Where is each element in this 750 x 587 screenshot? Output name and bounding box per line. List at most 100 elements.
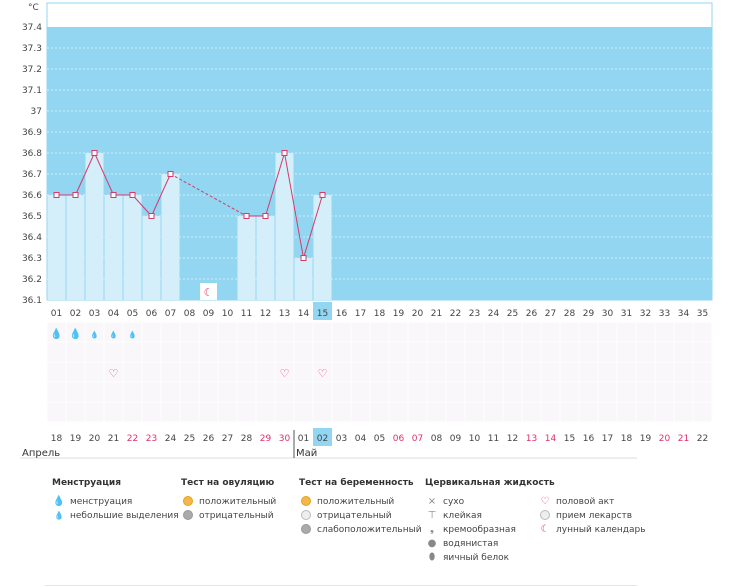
data-point [262,213,269,219]
temperature-bar [237,216,256,300]
line-segment [303,194,323,259]
egg-white-icon: ⬮ [428,552,436,563]
heart-icon: ♡ [280,367,290,380]
line-segment [151,173,171,217]
sticky-icon: ⊤ [427,510,437,521]
y-tick-label: 37 [31,107,42,117]
y-tick-label: 36.1 [22,296,42,306]
legend-pregnancy-weak: слабоположительный [317,525,422,535]
temperature-bar [275,153,294,300]
y-tick-label: 36.8 [22,149,42,159]
y-axis-unit: °C [28,3,39,13]
calendar-date-label: 04 [355,434,367,444]
temperature-bar [104,195,123,300]
cycle-day-label: 12 [260,309,271,319]
temperature-bar [161,174,180,300]
cycle-day-label: 17 [355,309,366,319]
cycle-day-label: 21 [431,309,442,319]
light-drop-icon: 💧 [90,330,99,339]
legend-cf-eggwhite: яичный белок [443,553,510,563]
grid-background [47,322,712,422]
pill-icon [538,509,552,523]
temperature-bar [256,216,275,300]
legend-cf-dry: сухо [443,497,465,507]
lunar-marker-bg [200,283,217,300]
calendar-date-label: 25 [184,434,195,444]
temperature-bar [142,216,161,300]
legend-other: ♡ половой акт прием лекарств ☾ лунный кале… [538,495,646,537]
data-point [148,213,155,219]
calendar-date-label: 05 [374,434,385,444]
legend-menstruation-title: Менструация [52,478,121,488]
calendar-date-label: 24 [165,434,177,444]
y-tick-label: 36.7 [22,170,42,180]
heart-icon: ♡ [318,367,328,380]
creamy-icon: ❟ [430,524,434,535]
legend-pregnancy-title: Тест на беременность [299,478,414,488]
calendar-date-label: 13 [526,434,537,444]
cycle-day-label: 16 [336,309,348,319]
light-drop-icon: 💧 [109,330,118,339]
cycle-day-label: 23 [469,309,480,319]
legend-spotting-label: небольшие выделения [70,511,179,521]
cycle-day-label: 08 [184,309,196,319]
legend-cervical-title: Цервикальная жидкость [425,478,555,488]
calendar-date-label: 30 [279,434,291,444]
y-tick-label: 36.3 [22,254,42,264]
cycle-day-label: 06 [146,309,158,319]
calendar-date-label: 23 [146,434,157,444]
calendar-date-label: 11 [488,434,499,444]
temperature-bar [123,195,142,300]
cycle-day-label: 11 [241,309,252,319]
cycle-day-axis: 01 02 03 04 05 06 07 08 09 10 11 12 13 14 15 16 17 18 19 20… [51,302,708,320]
heavy-drop-icon: 💧 [50,327,62,340]
cycle-day-label: 15 [317,309,328,319]
light-drop-icon: 💧 [54,511,64,520]
calendar-date-label: 20 [659,434,671,444]
symptom-grid: 💧 💧 💧 💧 💧 ♡ ♡ ♡ [46,321,713,423]
temperature-bar [66,195,85,300]
data-point [243,213,250,219]
line-segment [75,152,95,196]
current-day-highlight [313,302,332,320]
legend-divider [45,585,637,586]
cycle-day-label: 02 [70,309,81,319]
legend-medication: прием лекарств [556,511,633,521]
calendar-date-label: 18 [51,434,63,444]
calendar-date-label: 27 [222,434,233,444]
calendar-date-label: 07 [412,434,423,444]
cycle-day-label: 13 [279,309,290,319]
temperature-bars: ☾ [47,153,332,300]
legend-menstruation: Менструация 💧 менструация 💧 небольшие выде… [52,478,179,523]
pregnancy-weak-positive-icon [299,523,313,537]
pregnancy-positive-icon [299,495,313,509]
month-label: Апрель [22,448,60,459]
cycle-day-label: 28 [564,309,576,319]
calendar-date-label: 22 [127,434,138,444]
calendar-date-label: 21 [678,434,689,444]
calendar-date-axis: 18 19 20 21 22 23 24 25 26 27 28 29 30 01 02 03 04 05 06 07… [20,428,708,459]
cycle-day-label: 22 [450,309,461,319]
cycle-day-label: 03 [89,309,100,319]
y-tick-label: 37.2 [22,65,42,75]
calendar-date-label: 26 [203,434,215,444]
data-point [129,192,136,198]
y-tick-label: 36.5 [22,212,42,222]
legend-cervical-fluid: Цервикальная жидкость × сухо ⊤ клейкая ❟ кр… [425,478,555,565]
calendar-date-label: 29 [260,434,272,444]
temperature-bar [294,258,313,300]
legend-pregnancy-positive: положительный [317,497,395,507]
dry-icon: × [427,496,437,507]
cycle-day-label: 27 [545,309,556,319]
calendar-date-label: 01 [298,434,309,444]
cycle-day-label: 24 [488,309,500,319]
legend: Менструация 💧 менструация 💧 небольшие выде… [0,478,750,587]
calendar-date-label: 10 [469,434,481,444]
cycle-day-label: 30 [602,309,614,319]
heart-icon: ♡ [540,496,550,507]
temperature-bar [47,195,66,300]
cycle-day-label: 19 [393,309,405,319]
cycle-day-label: 20 [412,309,424,319]
moon-icon: ☾ [204,286,214,299]
line-segment [132,194,152,217]
